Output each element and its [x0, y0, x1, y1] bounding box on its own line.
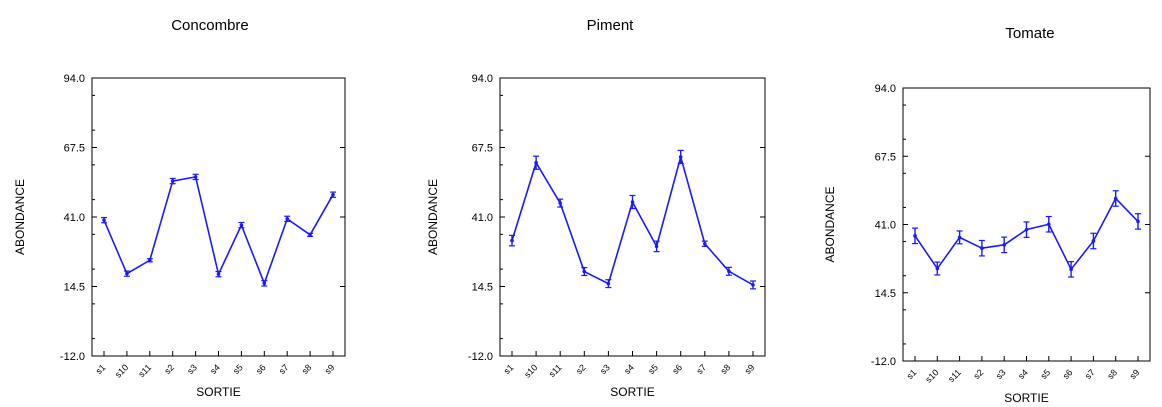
series-line [511, 153, 754, 286]
y-tick-label: -12.0 [468, 351, 493, 363]
data-point [331, 192, 335, 197]
data-point [935, 266, 940, 271]
data-point [582, 269, 587, 274]
x-axis-label: SORTIE [610, 385, 654, 399]
x-axis-label: SORTIE [196, 385, 240, 399]
y-tick-label: 94.0 [64, 73, 85, 85]
y-tick-label: -12.0 [871, 356, 896, 368]
plot-frame [91, 77, 346, 357]
data-point [170, 179, 175, 183]
data-point [630, 200, 635, 204]
x-tick-label: s9 [743, 362, 757, 376]
chart-piment: Piment 94.0 67.5 41.0 14.5 -12.0 s1 s10 s11 s2 s3 s… [426, 17, 766, 399]
x-tick-label: s6 [254, 362, 268, 376]
data-point [678, 155, 683, 159]
x-tick-label: s10 [522, 362, 539, 379]
x-tick-label: s2 [574, 362, 588, 376]
x-tick-label: s10 [113, 362, 130, 379]
x-tick-label: s11 [547, 362, 564, 379]
x-tick-label: s6 [670, 362, 684, 376]
data-point [606, 281, 611, 286]
data-point [148, 258, 152, 263]
data-point [1024, 227, 1029, 232]
y-axis-label: ABONDANCE [13, 179, 27, 255]
data-point [1136, 219, 1140, 224]
data-point [285, 217, 290, 221]
chart-title: Tomate [1005, 25, 1054, 42]
y-tick-label: 94.0 [875, 83, 896, 95]
x-tick-label: s5 [231, 362, 245, 376]
x-tick-label: s8 [300, 362, 314, 376]
y-tick-label: 41.0 [64, 212, 85, 224]
x-tick-label: s1 [94, 362, 108, 376]
series-line [103, 175, 334, 286]
data-point [308, 233, 312, 237]
x-tick-label: s6 [1061, 367, 1075, 381]
y-axis-label: ABONDANCE [823, 186, 837, 262]
y-axis-label: ABONDANCE [426, 179, 440, 255]
y-tick-label: 67.5 [64, 143, 85, 155]
x-tick-label: s8 [1105, 367, 1119, 381]
data-point [510, 238, 514, 243]
y-tick-label: 94.0 [472, 73, 493, 85]
data-point [913, 234, 917, 238]
x-tick-label: s7 [694, 362, 708, 376]
y-tick-label: 67.5 [875, 151, 896, 163]
x-tick-label: s2 [972, 367, 986, 381]
chart-title: Piment [587, 17, 635, 34]
data-point [193, 175, 198, 179]
y-tick-label: 41.0 [875, 220, 896, 232]
y-tick-label: 41.0 [472, 212, 493, 224]
data-point [262, 281, 267, 286]
data-point [1113, 196, 1118, 201]
x-tick-label: s1 [502, 362, 516, 376]
data-point [751, 283, 755, 287]
data-point [703, 241, 707, 246]
x-tick-label: s3 [185, 362, 199, 376]
data-point [980, 246, 984, 250]
x-tick-label: s11 [136, 362, 153, 379]
x-tick-label: s2 [162, 362, 176, 376]
data-point [654, 244, 659, 249]
data-point [1069, 267, 1073, 272]
x-tick-label: s1 [905, 367, 919, 381]
y-tick-label: 14.5 [875, 288, 896, 300]
chart-title: Concombre [171, 17, 249, 34]
data-point [1091, 239, 1096, 243]
chart-concombre: Concombre 94.0 67.5 41.0 14.5 -12.0 s1 s10 s11 s2… [13, 17, 346, 399]
x-tick-label: s9 [1128, 367, 1142, 381]
x-axis-label: SORTIE [1004, 391, 1048, 405]
x-tick-label: s3 [598, 362, 612, 376]
x-tick-label: s4 [1016, 367, 1030, 381]
data-point [1002, 243, 1006, 247]
data-point [239, 223, 244, 227]
plot-frame [499, 77, 766, 357]
data-point [216, 272, 221, 276]
x-tick-label: s5 [646, 362, 660, 376]
data-point [534, 160, 538, 165]
x-tick-label: s10 [923, 367, 940, 384]
x-tick-label: s8 [719, 362, 733, 376]
x-tick-label: s11 [946, 367, 963, 384]
y-tick-label: 67.5 [472, 143, 493, 155]
chart-tomate: Tomate 94.0 67.5 41.0 14.5 -12.0 s1 s10 s11 s2 s3 s… [823, 25, 1151, 405]
data-point [1047, 222, 1051, 227]
x-tick-label: s4 [622, 362, 636, 376]
data-point [125, 271, 129, 276]
data-point [727, 269, 731, 274]
y-tick-label: 14.5 [64, 282, 85, 294]
data-point [102, 218, 106, 222]
data-point [558, 201, 562, 205]
x-tick-label: s7 [277, 362, 291, 376]
y-tick-label: -12.0 [60, 351, 85, 363]
x-tick-label: s9 [323, 362, 337, 376]
x-tick-label: s5 [1038, 367, 1052, 381]
x-tick-label: s7 [1083, 367, 1097, 381]
x-tick-label: s4 [208, 362, 222, 376]
data-point [957, 235, 962, 240]
x-tick-label: s3 [994, 367, 1008, 381]
y-tick-label: 14.5 [472, 282, 493, 294]
